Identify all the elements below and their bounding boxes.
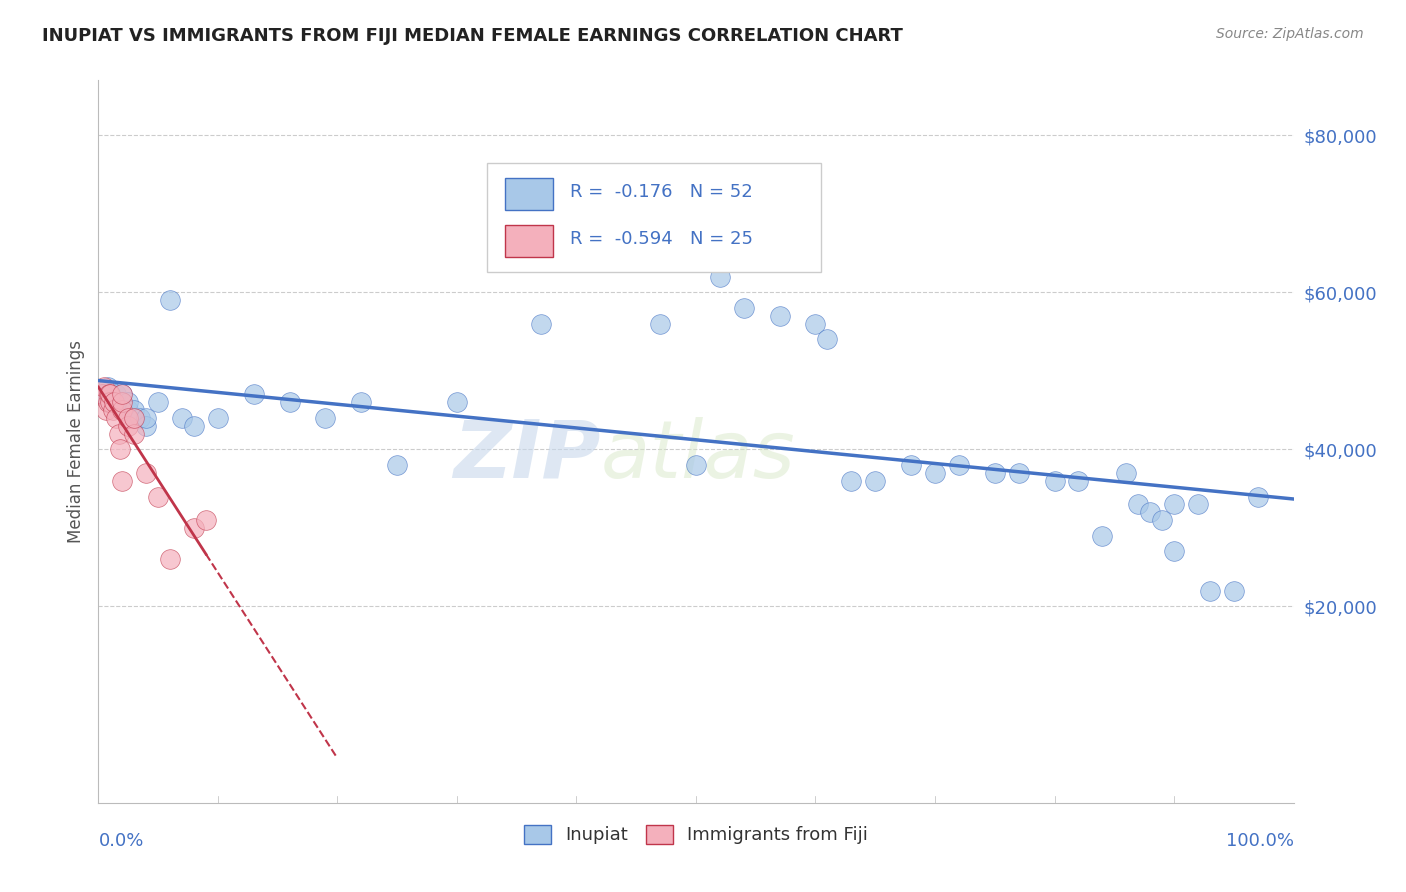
- Point: [733, 301, 755, 315]
- Point: [148, 490, 170, 504]
- Point: [1008, 466, 1031, 480]
- Point: [1091, 529, 1114, 543]
- Point: [117, 395, 139, 409]
- Point: [93, 387, 115, 401]
- Point: [815, 333, 838, 347]
- Point: [117, 411, 139, 425]
- Text: Source: ZipAtlas.com: Source: ZipAtlas.com: [1216, 27, 1364, 41]
- Point: [111, 387, 134, 401]
- Point: [91, 387, 114, 401]
- Text: 0.0%: 0.0%: [98, 831, 143, 850]
- Point: [1043, 474, 1066, 488]
- Point: [446, 395, 468, 409]
- Point: [105, 411, 128, 425]
- Point: [243, 387, 266, 401]
- Point: [98, 387, 121, 401]
- Point: [948, 458, 970, 472]
- FancyBboxPatch shape: [505, 225, 553, 257]
- Point: [1199, 583, 1222, 598]
- Point: [709, 269, 731, 284]
- Point: [117, 403, 139, 417]
- Point: [1115, 466, 1137, 480]
- Point: [183, 521, 205, 535]
- Point: [1128, 497, 1150, 511]
- Point: [172, 411, 194, 425]
- Point: [865, 474, 887, 488]
- Point: [98, 395, 122, 409]
- Point: [135, 466, 157, 480]
- Point: [98, 387, 122, 401]
- Point: [924, 466, 946, 480]
- Point: [129, 411, 152, 425]
- Point: [94, 403, 117, 417]
- Point: [804, 317, 827, 331]
- Point: [315, 411, 337, 425]
- Point: [385, 458, 409, 472]
- Point: [103, 395, 125, 409]
- Point: [111, 474, 134, 488]
- Point: [278, 395, 301, 409]
- Point: [117, 418, 139, 433]
- Point: [124, 426, 146, 441]
- Point: [984, 466, 1007, 480]
- Point: [350, 395, 373, 409]
- Point: [159, 293, 181, 308]
- Point: [111, 387, 134, 401]
- Point: [1163, 497, 1185, 511]
- Point: [648, 317, 672, 331]
- Point: [97, 379, 120, 393]
- Point: [135, 418, 157, 433]
- Point: [124, 411, 146, 425]
- Legend: Inupiat, Immigrants from Fiji: Inupiat, Immigrants from Fiji: [516, 818, 876, 852]
- Point: [93, 379, 115, 393]
- Point: [135, 411, 157, 425]
- Point: [1247, 490, 1270, 504]
- Point: [97, 395, 120, 409]
- Point: [207, 411, 229, 425]
- FancyBboxPatch shape: [505, 178, 553, 211]
- Point: [111, 403, 134, 417]
- Point: [685, 458, 707, 472]
- Point: [124, 403, 146, 417]
- FancyBboxPatch shape: [486, 163, 821, 272]
- Point: [111, 395, 134, 409]
- Point: [159, 552, 181, 566]
- Point: [1152, 513, 1174, 527]
- Point: [124, 411, 146, 425]
- Point: [1139, 505, 1161, 519]
- Point: [195, 513, 218, 527]
- Text: 100.0%: 100.0%: [1226, 831, 1294, 850]
- Point: [841, 474, 863, 488]
- Y-axis label: Median Female Earnings: Median Female Earnings: [66, 340, 84, 543]
- Text: R =  -0.176   N = 52: R = -0.176 N = 52: [571, 183, 754, 202]
- Text: atlas: atlas: [600, 417, 796, 495]
- Point: [768, 309, 790, 323]
- Point: [900, 458, 922, 472]
- Point: [107, 426, 129, 441]
- Point: [530, 317, 553, 331]
- Point: [1187, 497, 1209, 511]
- Point: [98, 395, 122, 409]
- Text: ZIP: ZIP: [453, 417, 600, 495]
- Point: [108, 442, 131, 457]
- Point: [105, 387, 128, 401]
- Point: [183, 418, 205, 433]
- Point: [1163, 544, 1185, 558]
- Text: R =  -0.594   N = 25: R = -0.594 N = 25: [571, 230, 754, 248]
- Point: [1223, 583, 1246, 598]
- Point: [148, 395, 170, 409]
- Text: INUPIAT VS IMMIGRANTS FROM FIJI MEDIAN FEMALE EARNINGS CORRELATION CHART: INUPIAT VS IMMIGRANTS FROM FIJI MEDIAN F…: [42, 27, 903, 45]
- Point: [111, 395, 134, 409]
- Point: [1067, 474, 1090, 488]
- Point: [101, 403, 124, 417]
